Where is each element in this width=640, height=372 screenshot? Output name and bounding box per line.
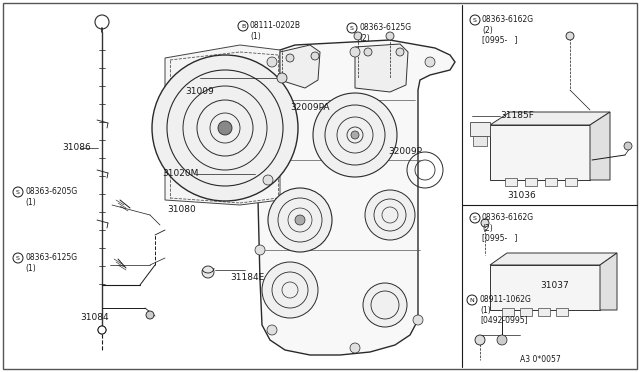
Text: 31080: 31080 [167,205,196,215]
Text: 31185F: 31185F [500,110,534,119]
Bar [545,178,557,186]
Polygon shape [590,112,610,180]
Bar [556,308,568,316]
Text: 08911-1062G: 08911-1062G [480,295,532,305]
Circle shape [268,188,332,252]
Text: 31184E: 31184E [230,273,264,282]
Circle shape [624,142,632,150]
Bar [473,136,487,146]
Polygon shape [490,112,610,125]
Bar [490,125,590,180]
Text: 32009PA: 32009PA [290,103,330,112]
Circle shape [218,121,232,135]
Polygon shape [165,45,280,205]
Text: (1): (1) [250,32,260,41]
Text: 08111-0202B: 08111-0202B [250,22,301,31]
Circle shape [470,15,480,25]
Text: [0492-0995]: [0492-0995] [480,315,527,324]
Circle shape [152,55,298,201]
Text: 08363-6162G: 08363-6162G [482,16,534,25]
Text: S: S [473,17,477,22]
Circle shape [262,262,318,318]
Circle shape [238,21,248,31]
Text: B: B [241,23,245,29]
Text: 31036: 31036 [507,190,536,199]
Circle shape [363,283,407,327]
Text: (1): (1) [480,305,491,314]
Text: 08363-6162G: 08363-6162G [482,214,534,222]
Bar [490,265,600,310]
Circle shape [98,326,106,334]
Polygon shape [280,45,320,88]
Polygon shape [252,40,455,355]
Text: [0995-   ]: [0995- ] [482,35,517,45]
Circle shape [286,54,294,62]
Circle shape [347,23,357,33]
Circle shape [202,266,214,278]
Circle shape [481,219,489,227]
Bar [565,178,577,186]
Bar [502,308,514,316]
Text: A3 0*0057: A3 0*0057 [520,356,561,365]
Text: S: S [473,215,477,221]
Circle shape [475,335,485,345]
Polygon shape [490,253,617,265]
Circle shape [98,326,106,334]
Text: 08363-6125G: 08363-6125G [25,253,77,263]
Text: 31037: 31037 [540,280,569,289]
Circle shape [351,131,359,139]
Bar [505,178,517,186]
Bar [538,308,550,316]
Text: S: S [350,26,354,31]
Circle shape [365,190,415,240]
Circle shape [295,215,305,225]
Text: 31020M: 31020M [162,170,198,179]
Circle shape [386,32,394,40]
Circle shape [267,325,277,335]
Text: N: N [470,298,474,302]
Text: (1): (1) [25,198,36,206]
Text: 08363-6125G: 08363-6125G [359,23,411,32]
Circle shape [470,213,480,223]
Circle shape [425,57,435,67]
Text: [0995-   ]: [0995- ] [482,234,517,243]
Text: 31086: 31086 [62,144,91,153]
Circle shape [467,295,477,305]
Circle shape [255,245,265,255]
Circle shape [277,73,287,83]
Polygon shape [355,44,408,92]
Text: S: S [16,189,20,195]
Circle shape [497,335,507,345]
Circle shape [13,187,23,197]
Circle shape [267,57,277,67]
Circle shape [566,32,574,40]
Circle shape [263,175,273,185]
Bar [470,122,490,136]
Text: S: S [16,256,20,260]
Text: 31009: 31009 [185,87,214,96]
Text: (2): (2) [482,224,493,232]
Bar [525,178,537,186]
Circle shape [396,48,404,56]
Circle shape [350,47,360,57]
Circle shape [364,48,372,56]
Text: 31084: 31084 [80,312,109,321]
Circle shape [354,32,362,40]
Bar [520,308,532,316]
Circle shape [350,343,360,353]
Circle shape [146,311,154,319]
Text: 08363-6205G: 08363-6205G [25,187,77,196]
Circle shape [413,315,423,325]
Circle shape [311,52,319,60]
Text: (1): (1) [25,263,36,273]
Polygon shape [600,253,617,310]
Circle shape [13,253,23,263]
Circle shape [313,93,397,177]
Text: (2): (2) [359,33,370,42]
Text: (2): (2) [482,26,493,35]
Text: 32009P: 32009P [388,148,422,157]
